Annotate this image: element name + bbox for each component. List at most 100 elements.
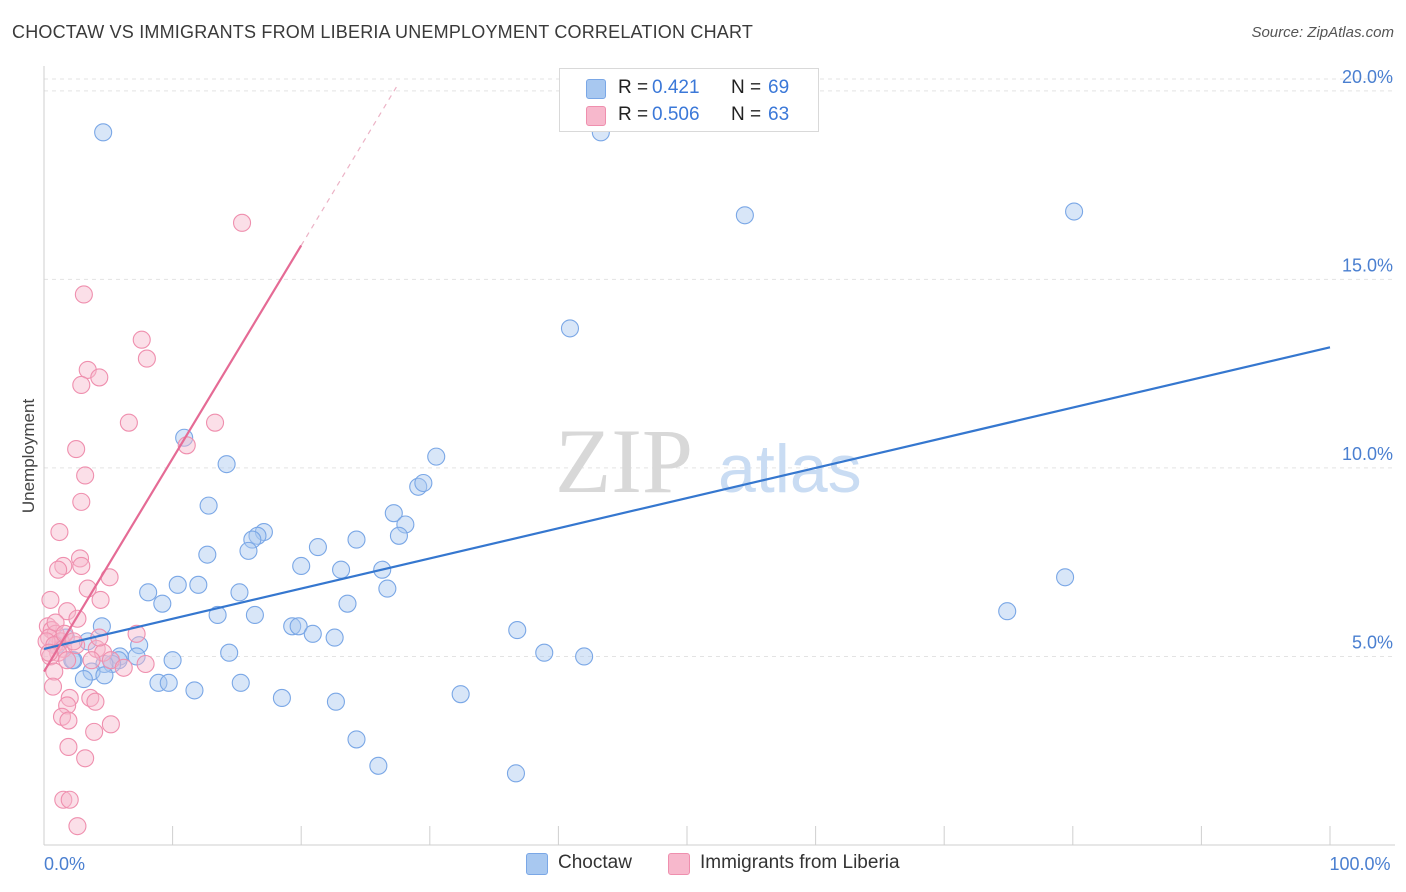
y-tick-label: 15.0% [1342,255,1393,275]
watermark: ZIP atlas [555,410,862,512]
choctaw-point [535,643,554,662]
source-label: Source: ZipAtlas.com [1251,24,1394,41]
liberia-point [85,722,104,741]
choctaw-point [189,575,208,594]
y-tick-label: 5.0% [1352,632,1393,652]
chart-title: CHOCTAW VS IMMIGRANTS FROM LIBERIA UNEMP… [12,22,754,42]
liberia-point [119,413,138,432]
liberia-point [114,658,133,677]
choctaw-point [163,651,182,670]
choctaw-point [159,673,178,692]
y-tick-label: 10.0% [1342,444,1393,464]
choctaw-point [149,673,168,692]
legend-n-label: N = [731,104,762,125]
choctaw-point [130,636,149,655]
choctaw-point [378,579,397,598]
choctaw-point [506,764,526,783]
correlation-legend: R = 0.421 N = 69 R = 0.506 N = 63 [559,68,819,132]
liberia-point [58,602,77,621]
liberia-point [45,662,64,681]
choctaw-point [332,560,351,579]
legend-swatch-choctaw [586,79,606,99]
choctaw-point [292,556,311,576]
liberia-point [54,790,73,809]
choctaw-point [231,673,250,692]
choctaw-point [998,602,1017,621]
legend-n-value: 63 [768,104,790,125]
choctaw-point [1056,568,1075,587]
choctaw-point [308,538,327,557]
liberia-point [58,696,77,715]
liberia-point [59,711,78,730]
liberia-point [136,654,155,674]
watermark-atlas: atlas [718,431,862,507]
choctaw-point [289,617,308,636]
liberia-point [58,651,77,670]
bottom-legend-label: Choctaw [558,852,632,873]
liberia-point [74,285,93,304]
choctaw-point [347,530,366,549]
choctaw-point [283,617,302,636]
liberia-point [59,737,78,757]
choctaw-point [338,594,357,613]
x-tick-label: 0.0% [44,854,85,874]
choctaw-point [325,628,344,647]
liberia-point [232,213,252,232]
choctaw-point [326,692,345,711]
liberia-point [41,590,60,609]
liberia-point [49,560,68,579]
grid-layer [44,78,1395,657]
liberia-trend-extension [300,86,397,246]
choctaw-point [369,756,388,775]
choctaw-trend-line [43,346,1331,650]
liberia-point [137,349,156,368]
choctaw-point [272,688,291,707]
bottom-legend-swatch-liberia [668,853,690,875]
y-tick-label: 20.0% [1342,67,1393,87]
choctaw-point [303,624,322,643]
choctaw-point [575,647,594,666]
choctaw-point [427,447,446,466]
choctaw-point [414,473,433,493]
liberia-point [43,677,63,696]
choctaw-point [95,666,114,685]
choctaw-point [153,594,172,613]
x-tick-label: 100.0% [1329,854,1390,874]
choctaw-point [508,621,527,640]
points-layer [37,123,1084,836]
y-axis-label: Unemployment [19,399,38,514]
choctaw-point [389,526,408,545]
liberia-point [70,549,90,568]
trend-layer [43,86,1331,673]
choctaw-point [239,541,258,560]
choctaw-point [217,455,236,474]
legend-n-value: 69 [768,77,790,98]
liberia-point [132,330,151,349]
liberia-point [60,790,79,809]
liberia-trend-line [43,244,303,673]
legend-r-value: 0.506 [652,104,700,125]
bottom-legend-label: Immigrants from Liberia [700,852,900,873]
choctaw-point [199,496,218,515]
liberia-point [86,692,105,711]
liberia-point [68,817,87,836]
liberia-point [205,413,225,432]
liberia-point [67,440,86,459]
choctaw-point [1065,202,1084,221]
liberia-point [60,688,79,707]
liberia-point [50,522,69,542]
watermark-zip: ZIP [555,410,693,512]
choctaw-point [168,575,187,594]
bottom-legend-swatch-choctaw [526,853,548,875]
liberia-point [101,715,120,734]
choctaw-point [384,504,403,523]
liberia-point [72,375,91,395]
choctaw-point [198,545,217,564]
legend-swatch-liberia [586,106,606,126]
choctaw-point [139,583,158,602]
choctaw-point [220,643,239,662]
choctaw-point [74,670,93,689]
legend-r-value: 0.421 [652,77,700,98]
legend-r-label: R = [618,77,649,98]
